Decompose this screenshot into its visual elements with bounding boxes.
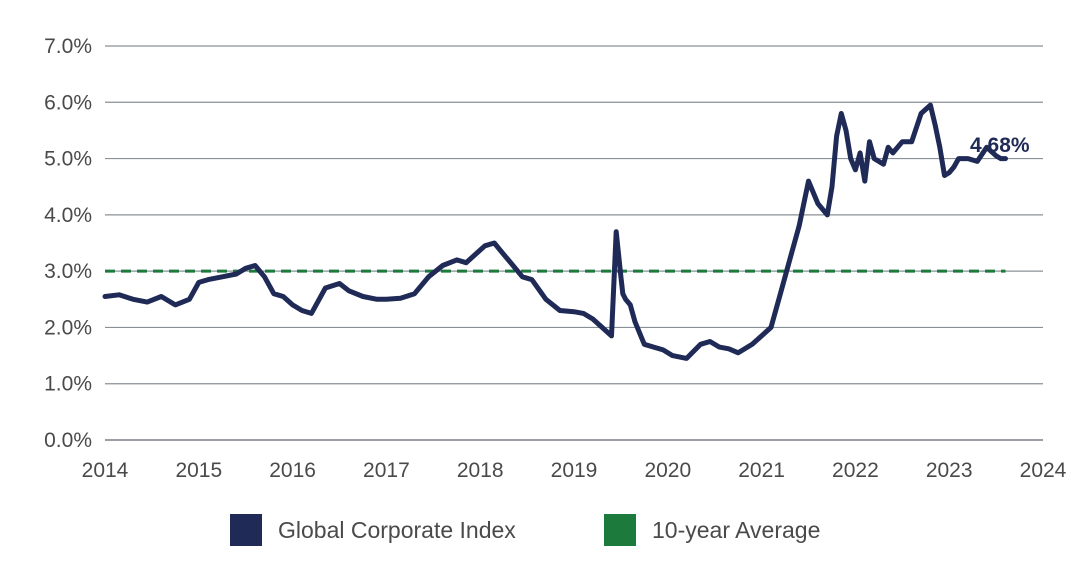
- x-tick-label: 2018: [457, 459, 504, 482]
- series-line-global-corporate-index: [102, 102, 1008, 361]
- x-tick-label: 2021: [738, 459, 785, 482]
- x-tick-label: 2014: [82, 459, 129, 482]
- legend: Global Corporate Index 10-year Average: [230, 514, 820, 546]
- legend-item-global-corporate-index: Global Corporate Index: [230, 514, 516, 546]
- y-tick-label: 0.0%: [44, 429, 92, 452]
- gridlines: [105, 45, 1043, 441]
- y-tick-label: 6.0%: [44, 91, 92, 114]
- legend-label-global-corporate-index: Global Corporate Index: [278, 517, 516, 543]
- y-tick-label: 2.0%: [44, 316, 92, 339]
- y-tick-label: 1.0%: [44, 373, 92, 396]
- end-value-label: 4.68%: [970, 134, 1030, 157]
- y-axis-ticks: 0.0% 1.0% 2.0% 3.0% 4.0% 5.0% 6.0% 7.0%: [44, 35, 92, 452]
- x-axis-ticks: 2014 2015 2016 2017 2018 2019 2020 2021 2022 2023…: [82, 459, 1067, 482]
- x-tick-label: 2017: [363, 459, 410, 482]
- series-layer: [102, 102, 1008, 361]
- x-tick-label: 2016: [269, 459, 316, 482]
- legend-swatch-global-corporate-index: [230, 514, 262, 546]
- legend-swatch-10-year-average: [604, 514, 636, 546]
- x-tick-label: 2024: [1020, 459, 1067, 482]
- legend-label-10-year-average: 10-year Average: [652, 517, 820, 543]
- y-tick-label: 7.0%: [44, 35, 92, 58]
- x-tick-label: 2020: [644, 459, 691, 482]
- legend-item-10-year-average: 10-year Average: [604, 514, 820, 546]
- x-tick-label: 2023: [926, 459, 973, 482]
- y-tick-label: 3.0%: [44, 260, 92, 283]
- x-tick-label: 2022: [832, 459, 879, 482]
- y-tick-label: 4.0%: [44, 204, 92, 227]
- y-tick-label: 5.0%: [44, 148, 92, 171]
- x-tick-label: 2015: [175, 459, 222, 482]
- x-tick-label: 2019: [551, 459, 598, 482]
